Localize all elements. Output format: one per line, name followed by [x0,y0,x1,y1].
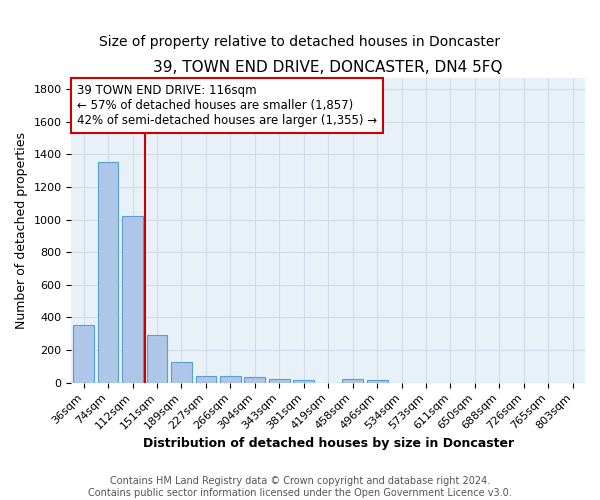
Bar [244,377,265,382]
Bar [367,380,388,382]
Bar [98,162,118,382]
Bar [122,216,143,382]
Bar [342,379,363,382]
Y-axis label: Number of detached properties: Number of detached properties [15,132,28,328]
Text: Contains HM Land Registry data © Crown copyright and database right 2024.
Contai: Contains HM Land Registry data © Crown c… [88,476,512,498]
Text: Size of property relative to detached houses in Doncaster: Size of property relative to detached ho… [100,35,500,49]
Text: 39 TOWN END DRIVE: 116sqm
← 57% of detached houses are smaller (1,857)
42% of se: 39 TOWN END DRIVE: 116sqm ← 57% of detac… [77,84,377,126]
Title: 39, TOWN END DRIVE, DONCASTER, DN4 5FQ: 39, TOWN END DRIVE, DONCASTER, DN4 5FQ [154,60,503,75]
Bar [269,379,290,382]
Bar [146,334,167,382]
Bar [171,362,192,382]
X-axis label: Distribution of detached houses by size in Doncaster: Distribution of detached houses by size … [143,437,514,450]
Bar [73,325,94,382]
Bar [220,376,241,382]
Bar [293,380,314,382]
Bar [196,376,217,382]
